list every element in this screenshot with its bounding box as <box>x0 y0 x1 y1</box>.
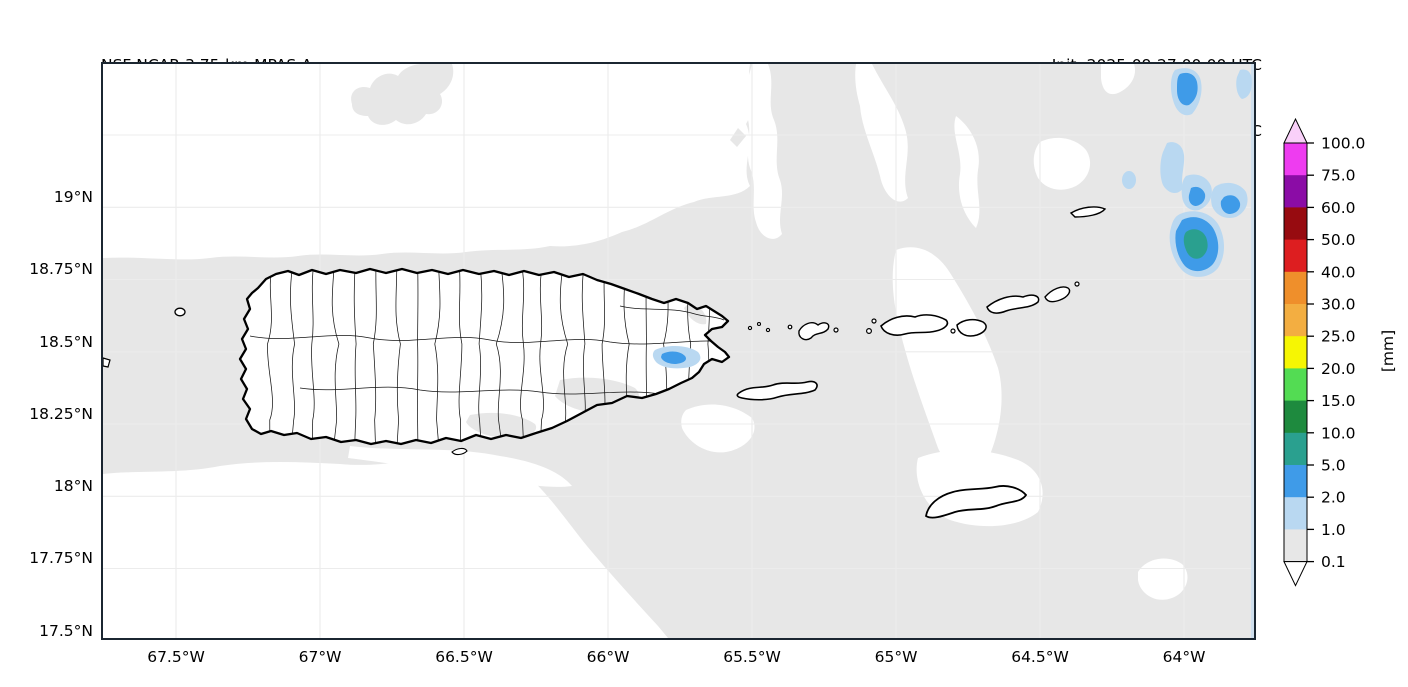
vieques-island <box>736 380 818 401</box>
colorbar-tick-label: 15.0 <box>1321 392 1356 410</box>
municipality-boundary-line <box>539 269 544 444</box>
x-tick-label: 64.5°W <box>1011 648 1069 666</box>
colorbar-segment <box>1284 336 1307 369</box>
colorbar-under-arrow <box>1283 561 1308 587</box>
colorbar-segment <box>1284 465 1307 498</box>
x-tick-label: 65.5°W <box>723 648 781 666</box>
virgin-gorda-island <box>1044 286 1071 303</box>
x-tick-label: 66.5°W <box>435 648 493 666</box>
x-tick-label: 67.5°W <box>147 648 205 666</box>
desecheo-island <box>174 307 186 317</box>
colorbar: 100.0 75.0 60.0 50.0 40.0 30.0 25.0 20.0 15.0 10.… <box>1283 117 1365 587</box>
municipality-boundary-line <box>478 269 483 444</box>
municipality-boundary-line <box>559 269 569 444</box>
y-tick-label: 17.5°N <box>39 621 93 640</box>
precip-cells-northeast <box>1122 68 1252 277</box>
colorbar-segment <box>1284 239 1307 273</box>
colorbar-segment <box>1284 304 1307 337</box>
culebra-island <box>798 322 830 341</box>
municipality-boundary-line <box>331 269 340 444</box>
colorbar-unit-label: [mm] <box>1379 329 1397 373</box>
colorbar-segment <box>1284 400 1307 434</box>
onshore-shower-east <box>652 346 701 369</box>
colorbar-tick-label: 100.0 <box>1321 135 1365 153</box>
map-canvas <box>101 62 1256 640</box>
virgin-islands <box>102 206 1107 519</box>
colorbar-segment <box>1284 368 1307 401</box>
colorbar-ticks <box>1307 142 1314 563</box>
colorbar-tick-label: 10.0 <box>1321 424 1356 442</box>
colorbar-segment <box>1284 271 1307 305</box>
tortola-island <box>986 294 1040 314</box>
colorbar-segment <box>1284 143 1307 176</box>
municipality-boundary-line <box>353 269 357 444</box>
anegada-island <box>1069 206 1107 218</box>
colorbar-tick-label: 2.0 <box>1321 489 1346 507</box>
map-frame <box>101 62 1256 640</box>
municipality-boundary-line <box>520 269 525 444</box>
colorbar-over-arrow <box>1283 117 1308 144</box>
colorbar-tick-label: 5.0 <box>1321 457 1346 475</box>
mona-island <box>102 357 111 368</box>
colorbar-tick-label: 25.0 <box>1321 328 1356 346</box>
y-tick-label: 17.75°N <box>29 549 93 568</box>
st-john-island <box>956 318 987 337</box>
y-tick-label: 18.25°N <box>29 404 93 423</box>
municipality-boundary-line <box>495 269 505 444</box>
y-tick-label: 18.5°N <box>39 332 93 351</box>
municipality-boundary-line <box>434 269 441 444</box>
municipality-boundary-line <box>458 269 463 444</box>
colorbar-segment <box>1284 432 1307 466</box>
x-tick-label: 67°W <box>298 648 342 666</box>
colorbar-segment <box>1284 175 1307 208</box>
x-tick-label: 65°W <box>874 648 918 666</box>
colorbar-segments <box>1284 143 1307 562</box>
municipality-boundary-line <box>290 269 295 444</box>
municipality-boundaries <box>249 269 727 444</box>
municipality-boundary-line <box>372 269 377 444</box>
colorbar-segment <box>1284 207 1307 240</box>
y-tick-label: 18°N <box>53 477 93 495</box>
colorbar-segment <box>1284 497 1307 530</box>
colorbar-tick-label: 60.0 <box>1321 199 1356 217</box>
municipality-boundary-line <box>311 269 315 444</box>
x-tick-label: 66°W <box>586 648 630 666</box>
municipality-boundary-line <box>416 269 419 444</box>
puerto-rico-coastline <box>238 267 731 446</box>
colorbar-tick-label: 40.0 <box>1321 263 1356 281</box>
colorbar-tick-label: 1.0 <box>1321 521 1346 539</box>
x-tick-label: 64°W <box>1162 648 1206 666</box>
colorbar-tick-labels: 100.0 75.0 60.0 50.0 40.0 30.0 25.0 20.0 15.0 10.… <box>1321 135 1365 572</box>
colorbar-tick-label: 0.1 <box>1321 553 1346 571</box>
colorbar-tick-label: 50.0 <box>1321 231 1356 249</box>
caja-de-muertos-island <box>451 447 468 456</box>
colorbar-tick-label: 20.0 <box>1321 360 1356 378</box>
municipality-boundary-line <box>395 269 401 444</box>
colorbar-tick-label: 30.0 <box>1321 296 1356 314</box>
st-thomas-island <box>880 314 949 336</box>
municipality-boundary-line <box>267 269 273 444</box>
colorbar-segment <box>1284 529 1307 562</box>
y-tick-label: 18.75°N <box>29 260 93 279</box>
municipality-boundary-line <box>581 269 586 444</box>
st-croix-island <box>925 485 1028 519</box>
colorbar-tick-label: 75.0 <box>1321 167 1356 185</box>
y-tick-label: 19°N <box>53 188 93 206</box>
